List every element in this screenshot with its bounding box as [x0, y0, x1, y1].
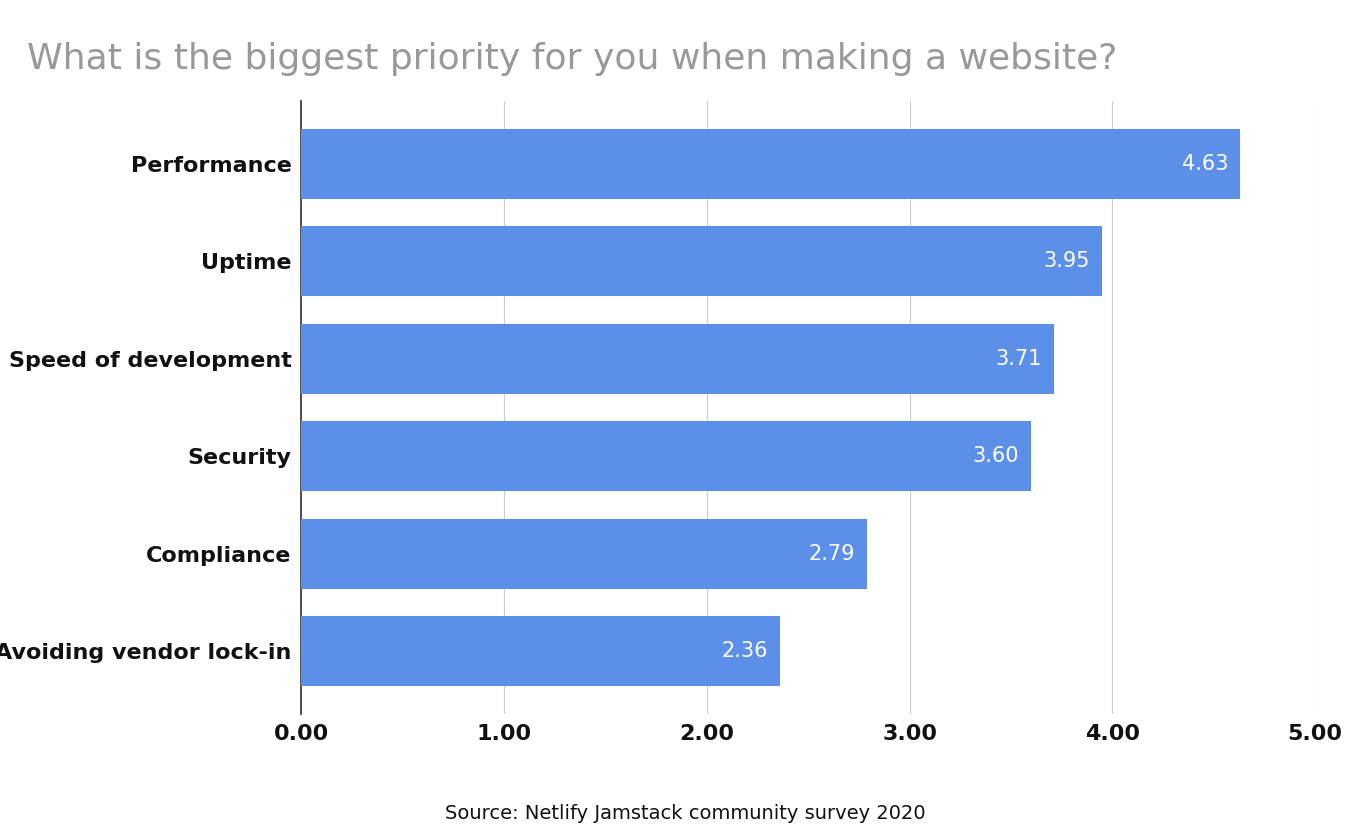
- Text: Source: Netlify Jamstack community survey 2020: Source: Netlify Jamstack community surve…: [445, 804, 925, 823]
- Text: 4.63: 4.63: [1181, 154, 1228, 174]
- Text: 3.71: 3.71: [995, 349, 1041, 369]
- Text: 2.36: 2.36: [721, 641, 767, 661]
- Text: 2.79: 2.79: [808, 543, 855, 564]
- Bar: [301, 323, 1054, 394]
- Bar: [301, 616, 780, 686]
- Bar: [301, 518, 867, 589]
- Bar: [301, 226, 1103, 297]
- Bar: [301, 421, 1032, 491]
- Text: 3.60: 3.60: [973, 446, 1019, 466]
- Text: What is the biggest priority for you when making a website?: What is the biggest priority for you whe…: [27, 42, 1118, 76]
- Text: 3.95: 3.95: [1044, 251, 1091, 271]
- Bar: [301, 129, 1240, 199]
